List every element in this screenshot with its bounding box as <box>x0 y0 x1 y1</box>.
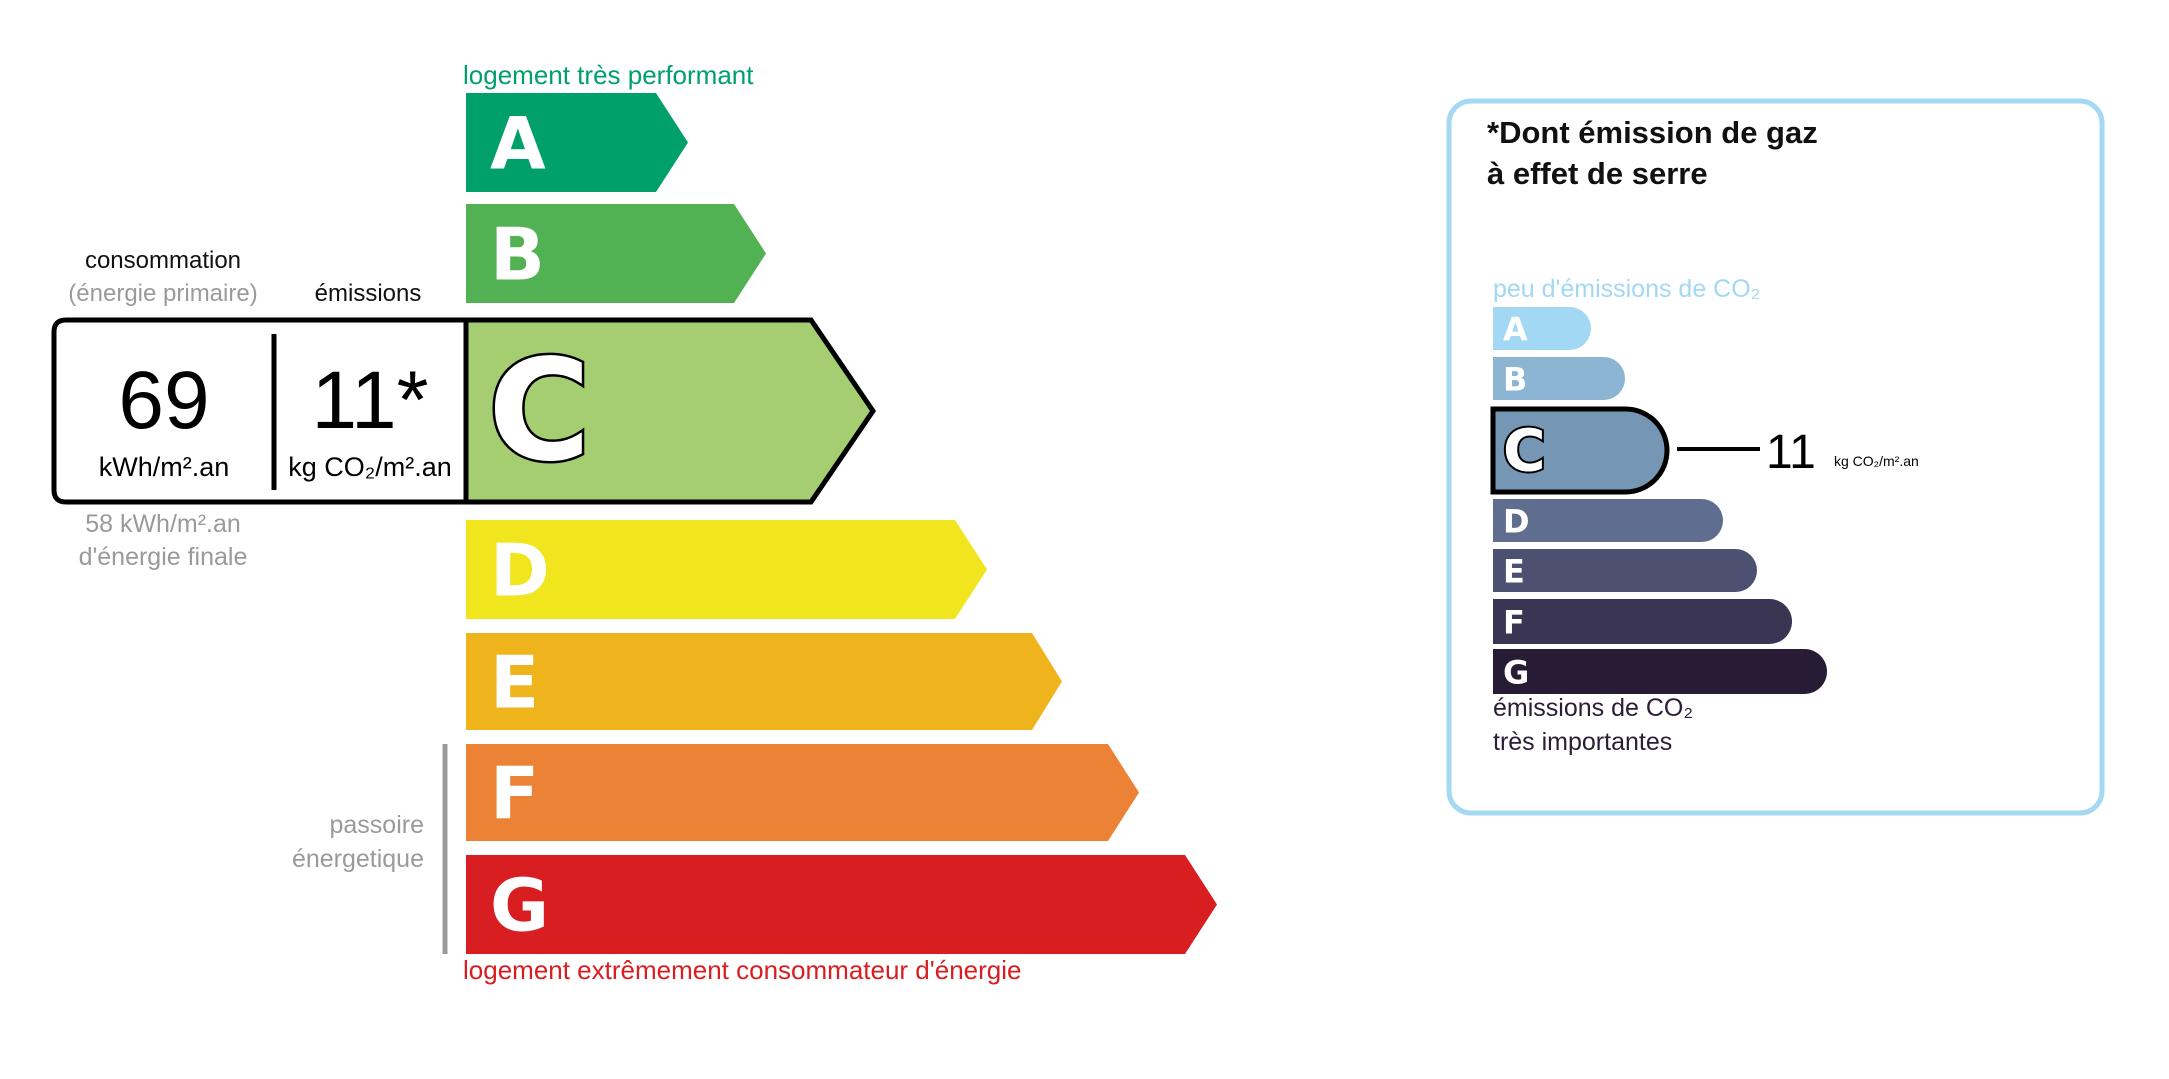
ghg-class-letter-c: C <box>1503 417 1546 485</box>
ghg-class-letter-b: B <box>1503 361 1527 399</box>
ghg-class-bar-c <box>1490 406 1670 495</box>
ghg-class-letter-a: A <box>1503 311 1528 349</box>
final-energy-label: d'énergie finale <box>79 543 248 571</box>
consumption-header: consommation <box>85 247 241 274</box>
energy-class-letter-d: D <box>490 529 550 613</box>
emissions-unit: kg CO₂/m².an <box>288 452 452 482</box>
consumption-value: 69 <box>118 355 209 446</box>
ghg-top-caption: peu d'émissions de CO₂ <box>1493 275 1760 303</box>
ghg-class-bar-e <box>1493 549 1757 592</box>
energy-class-letter-g: G <box>490 864 549 948</box>
ghg-class-letter-d: D <box>1503 503 1530 541</box>
energy-class-letter-c: C <box>488 330 591 493</box>
top-caption: logement très performant <box>463 60 754 90</box>
ghg-class-bar-g <box>1493 649 1828 694</box>
ghg-class-bar-a <box>1493 307 1591 350</box>
ghg-title-2: à effet de serre <box>1487 156 1708 191</box>
passoire-label-2: énergetique <box>292 845 424 873</box>
energy-class-letter-a: A <box>490 102 546 186</box>
energy-class-bar-e <box>466 633 1062 730</box>
energy-class-bar-d <box>466 520 987 619</box>
ghg-class-letter-g: G <box>1503 654 1529 692</box>
ghg-class-bar-d <box>1493 499 1723 542</box>
energy-class-bar-b <box>466 204 766 303</box>
ghg-class-bar-f <box>1493 599 1793 644</box>
ghg-class-bar-b <box>1493 357 1625 400</box>
bottom-caption: logement extrêmement consommateur d'éner… <box>463 955 1021 985</box>
ghg-unit: kg CO₂/m².an <box>1834 453 1919 469</box>
energy-class-letter-b: B <box>490 213 545 297</box>
consumption-subheader: (énergie primaire) <box>68 280 257 307</box>
energy-class-bar-g <box>466 855 1217 954</box>
ghg-class-letter-e: E <box>1503 553 1525 591</box>
energy-class-bar-f <box>466 744 1139 841</box>
energy-class-letter-f: F <box>490 752 539 836</box>
ghg-value: 11 <box>1766 426 1816 479</box>
value-box <box>51 317 469 505</box>
consumption-unit: kWh/m².an <box>99 452 230 482</box>
energy-class-bar-a <box>466 93 688 192</box>
energy-class-letter-e: E <box>490 641 539 725</box>
ghg-class-letter-f: F <box>1503 604 1525 642</box>
emissions-header: émissions <box>315 280 422 307</box>
emissions-value: 11* <box>311 355 428 446</box>
ghg-title-1: *Dont émission de gaz <box>1487 115 1818 150</box>
passoire-label-1: passoire <box>330 811 425 839</box>
ghg-bottom-caption-2: très importantes <box>1493 728 1672 756</box>
ghg-bottom-caption-1: émissions de CO₂ <box>1493 694 1693 722</box>
final-energy-value: 58 kWh/m².an <box>85 510 241 538</box>
